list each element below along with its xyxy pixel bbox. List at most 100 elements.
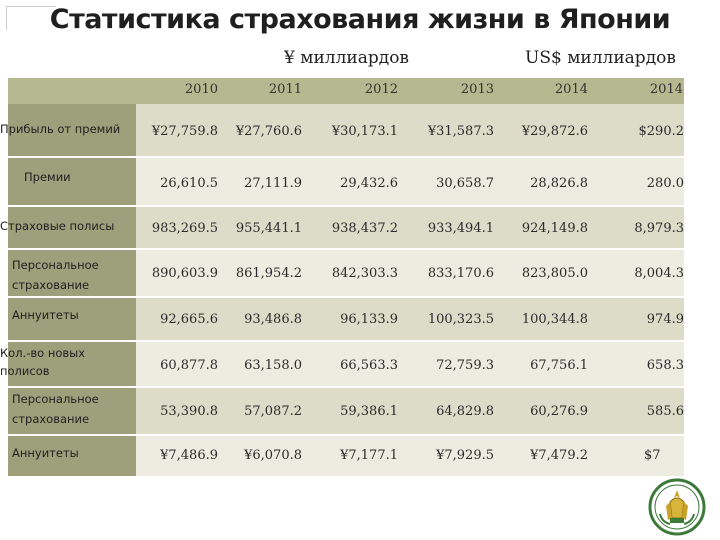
row-label: Прибыль от премий <box>0 104 136 156</box>
table-cell: 59,386.1 <box>298 388 398 434</box>
cell-value: 280.0 <box>646 176 684 191</box>
row-label: Персональное страхование <box>8 250 136 296</box>
cell-value: 8,004.3 <box>634 266 684 281</box>
page-title: Статистика страхования жизни в Японии <box>49 4 671 35</box>
cell-value: 27,111.9 <box>244 176 302 191</box>
row-label-text: Кол.-во новых <box>0 346 86 360</box>
cell-value: 53,390.8 <box>160 404 218 419</box>
table-cell: 29,432.6 <box>298 158 398 205</box>
unit-label-usd: US$ миллиардов <box>525 48 676 68</box>
table-cell: ¥7,486.9 <box>118 436 218 476</box>
table-cell: ¥29,872.6 <box>488 104 588 156</box>
table-cell: 64,829.8 <box>394 388 494 434</box>
table-row: Премии 26,610.5 27,111.9 29,432.6 30,658.7 28… <box>8 158 684 205</box>
crest-emblem-icon <box>648 478 706 536</box>
table-cell: $7 <box>584 436 684 476</box>
table-cell: ¥31,587.3 <box>394 104 494 156</box>
table-cell: 8,004.3 <box>584 250 684 296</box>
cell-value: 60,877.8 <box>160 358 218 373</box>
table-cell: 842,303.3 <box>298 250 398 296</box>
table-cell: 983,269.5 <box>118 207 218 248</box>
row-label-text: Аннуитеты <box>12 446 79 460</box>
column-header: 2014 <box>649 82 683 97</box>
cell-value: 974.9 <box>646 312 684 327</box>
cell-value: ¥30,173.1 <box>331 124 398 139</box>
table-row: Персональное страхование 890,603.9 861,954.… <box>8 250 684 296</box>
cell-value: 983,269.5 <box>151 221 218 236</box>
table-cell: 823,805.0 <box>488 250 588 296</box>
table-cell: 585.6 <box>584 388 684 434</box>
table-cell: $290.2 <box>584 104 685 156</box>
table-cell: 28,826.8 <box>488 158 588 205</box>
frame-corner-vertical <box>6 6 7 30</box>
cell-value: 57,087.2 <box>244 404 302 419</box>
cell-value: 92,665.6 <box>160 312 218 327</box>
cell-value: 26,610.5 <box>160 176 218 191</box>
frame-corner-horizontal <box>6 6 56 7</box>
table-cell: 658.3 <box>584 342 684 386</box>
table-cell: 96,133.9 <box>298 298 398 340</box>
row-label-text: Прибыль от премий <box>0 122 121 136</box>
table-cell: 861,954.2 <box>202 250 302 296</box>
table-cell: 93,486.8 <box>202 298 302 340</box>
table-cell: ¥27,760.6 <box>202 104 302 156</box>
cell-value: 585.6 <box>646 404 684 419</box>
cell-value: 100,344.8 <box>521 312 588 327</box>
cell-value: 28,826.8 <box>530 176 588 191</box>
cell-value: ¥7,479.2 <box>530 448 588 463</box>
row-label-text: страхование <box>12 278 90 292</box>
cell-value: 64,829.8 <box>436 404 494 419</box>
cell-value: ¥7,929.5 <box>436 448 494 463</box>
table-cell: 53,390.8 <box>118 388 218 434</box>
cell-value: 658.3 <box>646 358 684 373</box>
table-cell: 57,087.2 <box>202 388 302 434</box>
cell-value: 67,756.1 <box>530 358 588 373</box>
row-label: Премии <box>8 158 136 205</box>
table-cell: ¥7,929.5 <box>394 436 494 476</box>
table-cell: 280.0 <box>584 158 684 205</box>
cell-value: ¥29,872.6 <box>521 124 588 139</box>
cell-value: 63,158.0 <box>244 358 302 373</box>
unit-label-yen: ¥ миллиардов <box>284 48 409 68</box>
table-cell: ¥27,759.8 <box>118 104 218 156</box>
cell-value: 66,563.3 <box>340 358 398 373</box>
table-cell: 63,158.0 <box>202 342 302 386</box>
table-cell: 92,665.6 <box>118 298 218 340</box>
cell-value: 924,149.8 <box>521 221 588 236</box>
table-cell: ¥7,479.2 <box>488 436 588 476</box>
table-header-row: 2010 2011 2012 2013 2014 2014 <box>8 78 684 104</box>
cell-value: 938,437.2 <box>331 221 398 236</box>
table-cell: 60,877.8 <box>118 342 218 386</box>
column-header: 2012 <box>364 82 398 97</box>
row-label-text: Персональное <box>12 258 99 272</box>
table-cell: ¥6,070.8 <box>202 436 302 476</box>
table-cell: 30,658.7 <box>394 158 494 205</box>
cell-value: 96,133.9 <box>340 312 398 327</box>
cell-value: 955,441.1 <box>235 221 302 236</box>
cell-value: 833,170.6 <box>427 266 494 281</box>
cell-value: 59,386.1 <box>340 404 398 419</box>
table-cell: 27,111.9 <box>202 158 302 205</box>
cell-value: ¥6,070.8 <box>244 448 302 463</box>
table-row: Кол.-во новых полисов 60,877.8 63,158.0 66,5… <box>0 342 684 386</box>
row-label-text: Аннуитеты <box>12 308 79 322</box>
cell-value: 72,759.3 <box>436 358 494 373</box>
table-row: Прибыль от премий ¥27,759.8 ¥27,760.6 ¥30,1… <box>0 104 685 156</box>
table-cell: 72,759.3 <box>394 342 494 386</box>
table-cell: 100,344.8 <box>488 298 588 340</box>
cell-value: ¥27,760.6 <box>235 124 302 139</box>
row-label-text: Страховые полисы <box>0 219 115 233</box>
table-cell: 933,494.1 <box>394 207 494 248</box>
table-cell: 938,437.2 <box>298 207 398 248</box>
cell-value: ¥7,486.9 <box>160 448 218 463</box>
table-cell: 67,756.1 <box>488 342 588 386</box>
cell-value: $290.2 <box>638 124 685 139</box>
cell-value: 30,658.7 <box>436 176 494 191</box>
table-cell: 26,610.5 <box>118 158 218 205</box>
column-header: 2011 <box>268 82 302 97</box>
table-cell: 66,563.3 <box>298 342 398 386</box>
row-label: Страховые полисы <box>0 207 136 248</box>
table-cell: 890,603.9 <box>118 250 218 296</box>
table-row: Персональное страхование 53,390.8 57,087.2 5… <box>8 388 684 434</box>
column-header: 2010 <box>184 82 218 97</box>
